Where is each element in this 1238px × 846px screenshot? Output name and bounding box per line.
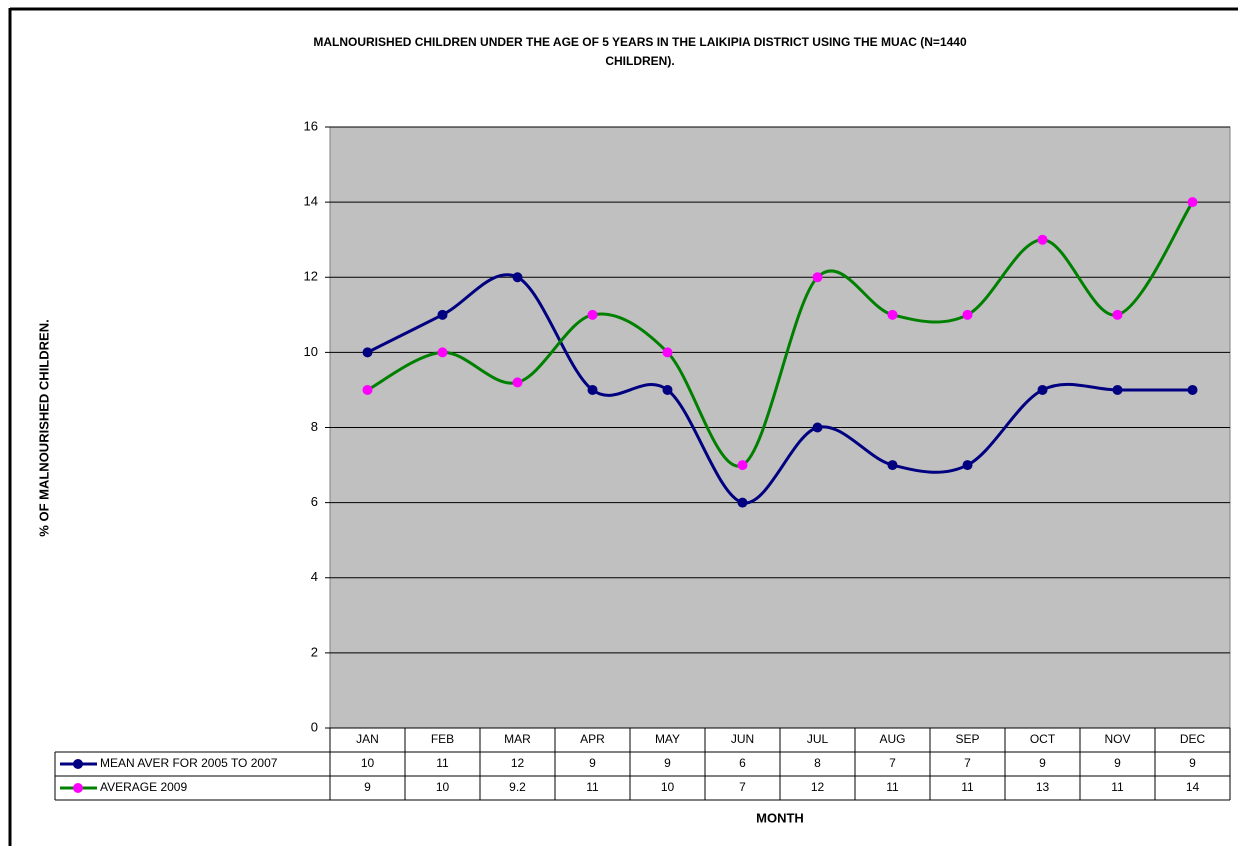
y-tick-label: 0: [311, 719, 318, 734]
data-point: [812, 272, 823, 283]
data-point: [362, 347, 373, 358]
legend-label: AVERAGE 2009: [100, 780, 187, 794]
data-point: [1112, 309, 1123, 320]
table-value: 9: [1039, 756, 1046, 770]
data-point: [437, 347, 448, 358]
table-value: 11: [886, 780, 899, 794]
table-value: 9.2: [509, 780, 526, 794]
x-tick-label: OCT: [1030, 732, 1056, 746]
table-value: 7: [964, 756, 971, 770]
table-value: 10: [361, 756, 375, 770]
table-value: 10: [436, 780, 450, 794]
table-value: 8: [814, 756, 821, 770]
data-point: [587, 309, 598, 320]
data-point: [662, 384, 673, 395]
y-tick-label: 8: [311, 419, 318, 434]
data-point: [1187, 384, 1198, 395]
table-value: 13: [1036, 780, 1050, 794]
data-point: [512, 377, 523, 388]
x-tick-label: MAY: [655, 732, 680, 746]
y-tick-label: 10: [304, 344, 318, 359]
y-tick-label: 2: [311, 644, 318, 659]
x-tick-label: JUL: [807, 732, 829, 746]
y-tick-label: 14: [304, 194, 318, 209]
table-value: 9: [1114, 756, 1121, 770]
x-tick-label: JAN: [356, 732, 379, 746]
data-point: [812, 422, 823, 433]
x-tick-label: FEB: [431, 732, 454, 746]
y-axis-label: % OF MALNOURISHED CHILDREN.: [36, 319, 51, 536]
data-point: [887, 460, 898, 471]
data-point: [1112, 384, 1123, 395]
data-point: [737, 460, 748, 471]
table-value: 7: [889, 756, 896, 770]
table-value: 11: [436, 756, 449, 770]
table-value: 9: [1189, 756, 1196, 770]
x-axis-label: MONTH: [756, 810, 804, 825]
data-point: [512, 272, 523, 283]
data-point: [662, 347, 673, 358]
legend-label: MEAN AVER FOR 2005 TO 2007: [100, 756, 278, 770]
table-value: 9: [589, 756, 596, 770]
x-tick-label: AUG: [879, 732, 905, 746]
table-value: 6: [739, 756, 746, 770]
table-value: 14: [1186, 780, 1200, 794]
table-value: 12: [811, 780, 825, 794]
data-point: [587, 384, 598, 395]
table-value: 9: [364, 780, 371, 794]
data-point: [962, 460, 973, 471]
data-point: [437, 309, 448, 320]
x-tick-label: DEC: [1180, 732, 1206, 746]
data-point: [962, 309, 973, 320]
table-value: 10: [661, 780, 675, 794]
table-value: 7: [739, 780, 746, 794]
x-tick-label: APR: [580, 732, 605, 746]
chart-title: CHILDREN).: [605, 54, 674, 68]
x-tick-label: MAR: [504, 732, 531, 746]
y-tick-label: 12: [304, 269, 318, 284]
chart-title: MALNOURISHED CHILDREN UNDER THE AGE OF 5…: [313, 35, 967, 49]
x-tick-label: SEP: [955, 732, 979, 746]
y-tick-label: 4: [311, 569, 318, 584]
data-point: [887, 309, 898, 320]
y-tick-label: 16: [304, 118, 318, 133]
table-value: 11: [961, 780, 974, 794]
table-value: 9: [664, 756, 671, 770]
data-point: [362, 384, 373, 395]
x-tick-label: NOV: [1104, 732, 1130, 746]
data-point: [1037, 234, 1048, 245]
x-tick-label: JUN: [731, 732, 754, 746]
data-point: [1187, 197, 1198, 208]
table-value: 12: [511, 756, 525, 770]
y-tick-label: 6: [311, 494, 318, 509]
legend-marker: [73, 759, 83, 769]
data-point: [1037, 384, 1048, 395]
data-point: [737, 497, 748, 508]
table-value: 11: [586, 780, 599, 794]
legend-marker: [73, 783, 83, 793]
table-value: 11: [1111, 780, 1124, 794]
